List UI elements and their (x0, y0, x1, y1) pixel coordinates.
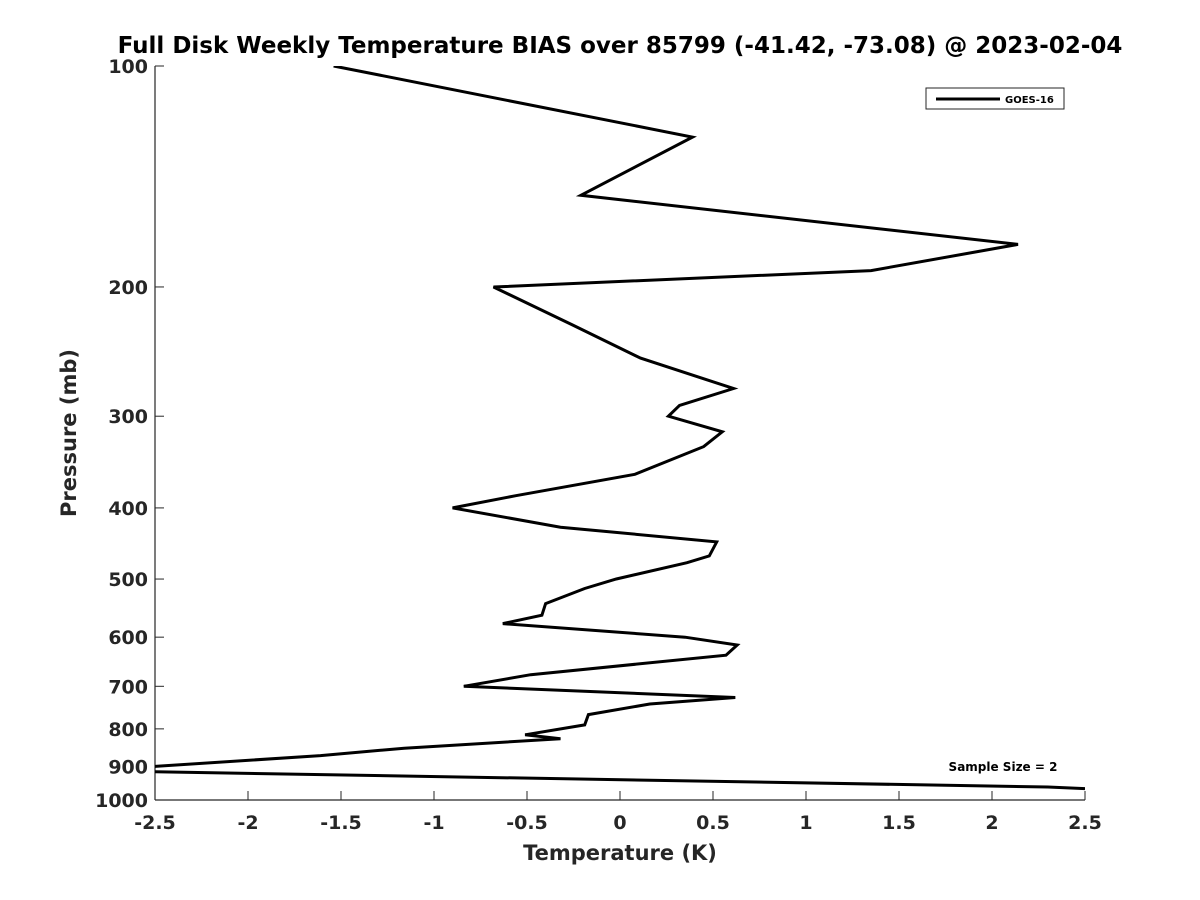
x-tick-label: -2.5 (134, 812, 176, 834)
y-tick-label: 300 (108, 406, 148, 428)
series-point (734, 696, 737, 699)
series-point (684, 636, 687, 639)
series-point (1017, 243, 1020, 246)
series-point (559, 526, 562, 529)
y-tick-label: 800 (108, 719, 148, 741)
series-point (332, 65, 335, 68)
series-point (524, 733, 527, 736)
y-tick-label: 500 (108, 569, 148, 591)
series-point (319, 754, 322, 757)
x-tick-label: -0.5 (506, 812, 548, 834)
x-tick-label: 0 (613, 812, 626, 834)
series-point (633, 473, 636, 476)
series-point (514, 494, 517, 497)
legend: GOES-16 (925, 87, 1065, 110)
series-point (570, 323, 573, 326)
sample-size-annotation: Sample Size = 2 (949, 760, 1058, 774)
x-axis-label: Temperature (K) (523, 841, 717, 865)
series-point (725, 654, 728, 657)
series-point (462, 685, 465, 688)
x-tick-label: 2 (985, 812, 998, 834)
series-point (648, 703, 651, 706)
x-tick-label: -1 (423, 812, 444, 834)
series-point (544, 602, 547, 605)
x-tick-label: 1.5 (882, 812, 916, 834)
series-point (708, 554, 711, 557)
series-point (583, 587, 586, 590)
series-point (501, 622, 504, 625)
legend-label-goes-16: GOES-16 (1005, 95, 1054, 106)
y-axis-label: Pressure (mb) (57, 349, 81, 517)
y-ticks: 100 200 300 400 500 600 700 800 900 1000 (95, 56, 164, 812)
series-point (685, 561, 688, 564)
series-point (639, 357, 642, 360)
series-point (540, 614, 543, 617)
x-tick-label: 2.5 (1068, 812, 1102, 834)
series-point (587, 713, 590, 716)
x-tick-label: -2 (237, 812, 258, 834)
x-tick-label: -1.5 (320, 812, 362, 834)
series-point (870, 269, 873, 272)
series-point (529, 673, 532, 676)
y-tick-label: 200 (108, 277, 148, 299)
y-tick-label: 400 (108, 498, 148, 520)
series-point (492, 285, 495, 288)
series-point (702, 445, 705, 448)
y-tick-label: 900 (108, 756, 148, 778)
series-point (1046, 785, 1049, 788)
series-point (721, 430, 724, 433)
x-tick-label: 0.5 (696, 812, 730, 834)
chart-title: Full Disk Weekly Temperature BIAS over 8… (118, 33, 1123, 59)
series-point (403, 747, 406, 750)
series-point (154, 770, 157, 773)
y-tick-label: 100 (108, 56, 148, 78)
y-tick-label: 700 (108, 676, 148, 698)
y-tick-label: 600 (108, 627, 148, 649)
series-point (451, 506, 454, 509)
series-point (678, 404, 681, 407)
series-point (1084, 787, 1087, 790)
series-point (732, 387, 735, 390)
series-point (579, 194, 582, 197)
y-tick-label: 1000 (95, 790, 148, 812)
series-point (559, 737, 562, 740)
series-line-goes-16 (155, 66, 1085, 791)
series-point (154, 765, 157, 768)
x-tick-label: 1 (799, 812, 812, 834)
series-point (736, 644, 739, 647)
series-point (583, 723, 586, 726)
x-ticks: -2.5 -2 -1.5 -1 -0.5 0 0.5 1 1.5 2 2.5 (134, 791, 1102, 834)
series-point (615, 578, 618, 581)
series-point (667, 415, 670, 418)
series-point (715, 540, 718, 543)
series-point (691, 136, 694, 139)
